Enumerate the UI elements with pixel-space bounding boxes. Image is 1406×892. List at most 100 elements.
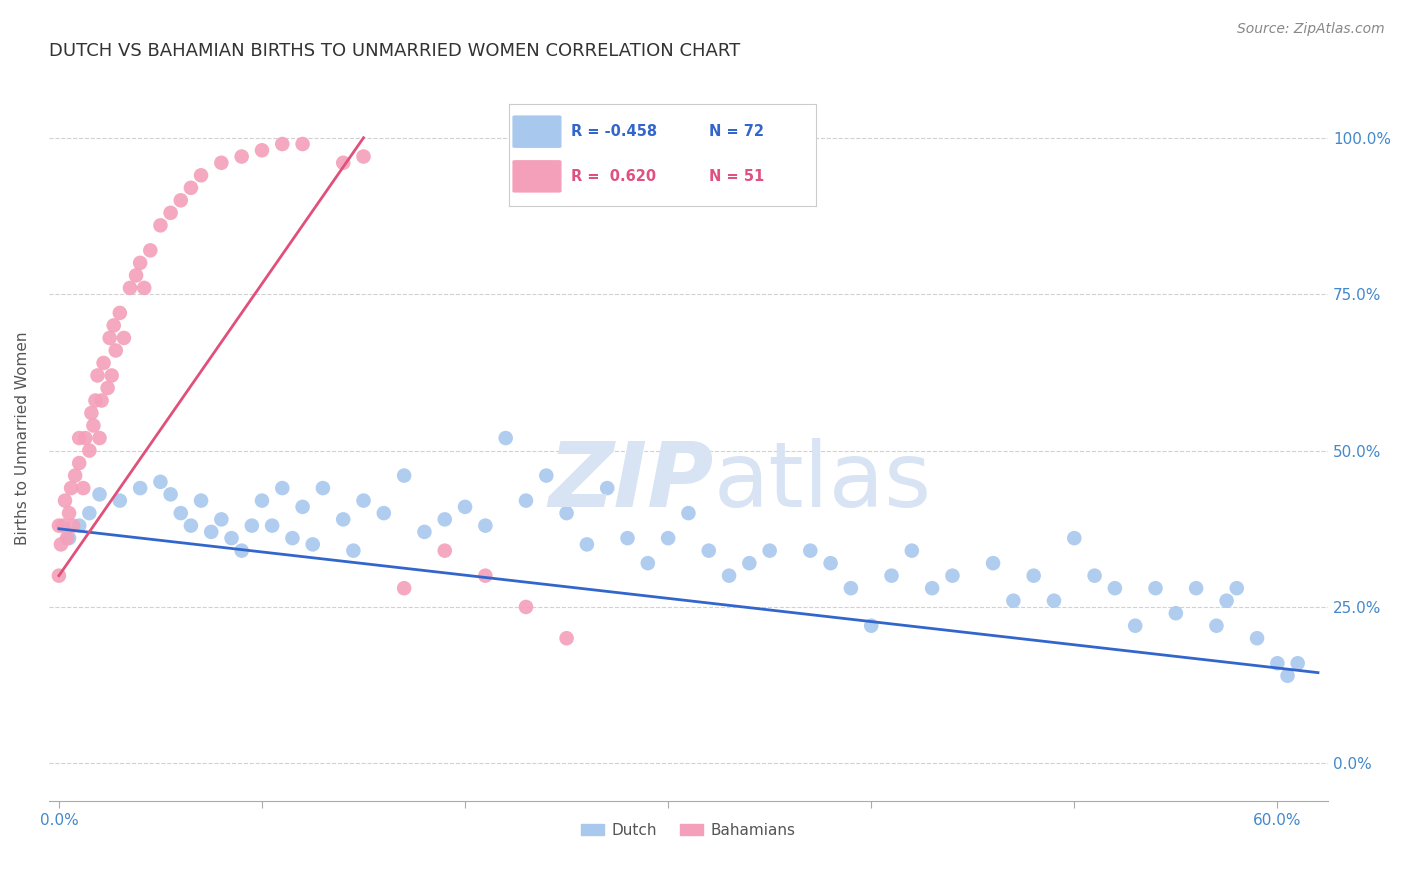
Point [1267,657,1289,671]
Point [1043,593,1066,607]
Point [149,475,172,489]
Point [112,331,135,345]
Point [100,368,122,383]
Point [291,136,314,151]
Point [209,155,232,169]
Point [104,343,127,358]
Point [84,393,107,408]
Point [880,568,903,582]
Point [616,531,638,545]
Point [231,543,253,558]
Point [820,556,842,570]
Point [60,481,83,495]
Point [240,518,263,533]
Point [221,531,243,545]
Point [262,518,284,533]
Point [718,568,741,582]
Point [190,169,212,183]
Point [1123,618,1146,632]
Point [170,506,193,520]
Point [353,493,375,508]
Point [250,143,273,157]
Point [159,206,181,220]
Point [200,524,222,539]
Point [118,281,141,295]
Point [139,244,162,258]
Point [180,518,202,533]
Point [413,524,436,539]
Point [209,512,232,526]
Point [596,481,619,495]
Point [575,537,598,551]
Point [839,581,862,595]
Point [555,632,578,646]
Point [1022,568,1045,582]
Point [921,581,943,595]
Point [67,431,90,445]
Point [190,493,212,508]
Point [108,306,131,320]
Point [231,149,253,163]
Point [67,456,90,470]
Point [62,518,84,533]
Point [180,181,202,195]
Point [52,518,75,533]
Text: Source: ZipAtlas.com: Source: ZipAtlas.com [1237,22,1385,37]
Point [301,537,323,551]
Text: atlas: atlas [714,438,932,525]
Point [89,487,111,501]
Point [53,493,76,508]
Point [1246,632,1268,646]
Point [58,506,80,520]
Point [1185,581,1208,595]
Point [799,543,821,558]
Text: DUTCH VS BAHAMIAN BIRTHS TO UNMARRIED WOMEN CORRELATION CHART: DUTCH VS BAHAMIAN BIRTHS TO UNMARRIED WO… [49,42,740,60]
Point [149,219,172,233]
Point [738,556,761,570]
Point [79,443,101,458]
Point [1164,606,1187,620]
Text: ZIP: ZIP [548,438,714,525]
Point [860,618,883,632]
Point [474,518,496,533]
Point [1205,618,1227,632]
Point [433,512,456,526]
Point [1002,593,1025,607]
Point [63,468,86,483]
Point [474,568,496,582]
Point [941,568,963,582]
Point [657,531,679,545]
Point [49,537,72,551]
Point [697,543,720,558]
Point [1063,531,1085,545]
Point [125,268,148,283]
Point [56,531,79,545]
Point [353,149,375,163]
Point [637,556,659,570]
Point [103,318,125,333]
Point [332,155,354,169]
Point [1215,593,1237,607]
Point [271,481,294,495]
Point [80,406,103,420]
Point [495,431,517,445]
Point [678,506,700,520]
Point [515,599,537,614]
Point [312,481,335,495]
Legend: Dutch, Bahamians: Dutch, Bahamians [575,817,801,844]
Point [250,493,273,508]
Point [89,431,111,445]
Point [108,493,131,508]
Point [342,543,364,558]
Point [159,487,181,501]
Point [98,331,121,345]
Point [555,506,578,520]
Point [433,543,456,558]
Point [48,518,70,533]
Point [72,481,94,495]
Point [454,500,477,514]
Point [129,481,152,495]
Point [129,256,152,270]
Point [515,493,537,508]
Point [170,194,193,208]
